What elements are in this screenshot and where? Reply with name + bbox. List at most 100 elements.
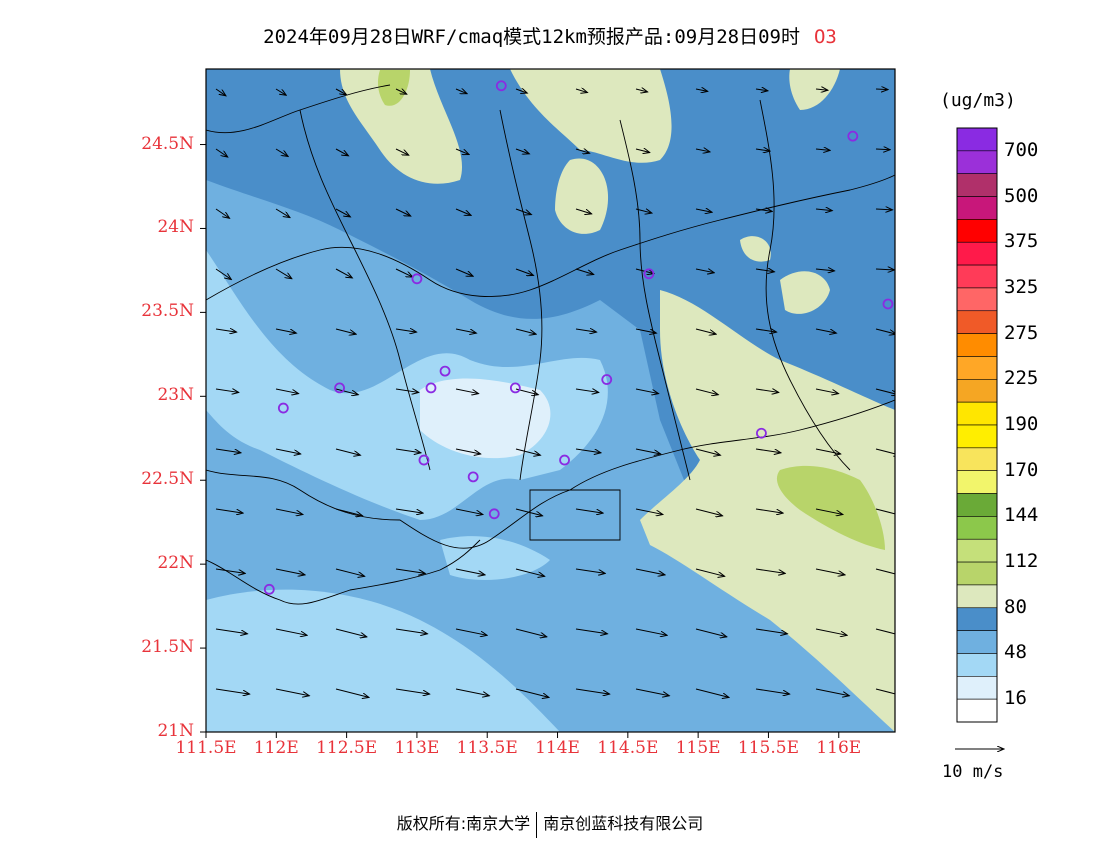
colorbar-segment (956, 241, 998, 266)
wind-arrow (695, 149, 710, 152)
field-80-112-c (555, 158, 609, 234)
wind-arrow (875, 568, 895, 575)
wind-arrow (815, 149, 830, 150)
wind-arrow (755, 688, 790, 694)
station-marker (847, 130, 859, 142)
wind-arrow (215, 508, 243, 513)
station-marker (418, 454, 430, 466)
colorbar-segment (956, 424, 998, 449)
wind-arrow (275, 148, 288, 156)
wind-arrow (575, 448, 601, 453)
wind-arrow (575, 628, 607, 634)
colorbar-level: 190 (1004, 413, 1039, 435)
station-marker (425, 382, 437, 394)
wind-arrow (875, 328, 895, 334)
station-marker (509, 382, 521, 394)
copyright-footer: 版权所有:南京大学 南京创蓝科技有限公司 (0, 810, 1100, 838)
station-marker (411, 273, 423, 285)
wind-arrow (875, 448, 895, 455)
colorbar-segment (956, 356, 998, 380)
colorbar-segment (956, 561, 998, 586)
wind-arrow (575, 89, 587, 93)
wind-arrow (695, 568, 725, 576)
wind-arrow (395, 148, 409, 155)
wind-arrow (755, 269, 774, 272)
colorbar-segment (956, 264, 998, 289)
wind-arrow (695, 209, 712, 212)
wind-arrow (695, 328, 716, 334)
lon-label: 112E (253, 738, 299, 758)
wind-arrow (215, 688, 250, 694)
wind-arrow (515, 148, 529, 154)
wind-arrow (395, 448, 421, 453)
wind-arrow (335, 688, 369, 697)
wind-arrow (635, 568, 665, 575)
wind-arrow (335, 628, 367, 637)
wind-arrow (755, 209, 772, 211)
field-16-48-b (206, 589, 560, 732)
footer-right: 南京创蓝科技有限公司 (543, 814, 704, 833)
wind-arrow (875, 269, 895, 270)
monitoring-stations (263, 80, 894, 595)
colorbar-level: 112 (1004, 550, 1039, 573)
colorbar-segment (956, 538, 998, 563)
wind-arrow (395, 568, 425, 573)
title-text: 2024年09月28日WRF/cmaq模式12km预报产品:09月28日09时 (263, 26, 800, 48)
wind-arrow (275, 208, 290, 218)
colorbar-segment (956, 584, 998, 609)
colorbar-segment (956, 310, 998, 334)
field-16-48-c (440, 536, 550, 580)
wind-arrow (635, 328, 656, 333)
wind-arrow (515, 628, 547, 637)
wind-arrow (875, 89, 888, 90)
wind-arrow (575, 508, 603, 513)
wind-arrow (575, 149, 590, 153)
wind-arrow (755, 448, 781, 453)
wind-arrow (575, 208, 592, 214)
wind-arrow (815, 508, 843, 514)
colorbar-segment (956, 630, 998, 654)
wind-arrow (275, 568, 305, 575)
wind-arrow (455, 448, 481, 454)
wind-arrow (635, 209, 652, 213)
wind-arrow (755, 89, 768, 91)
field-80-112-f (740, 236, 771, 262)
colorbar-level: 16 (1004, 687, 1027, 710)
wind-arrow (575, 268, 594, 274)
map-title: 2024年09月28日WRF/cmaq模式12km预报产品:09月28日09时 O… (0, 22, 1100, 49)
wind-arrow (455, 148, 469, 155)
wind-arrow (335, 388, 358, 395)
colorbar-outline (956, 127, 998, 723)
boundary-line (759, 99, 851, 471)
wind-arrow (275, 628, 307, 635)
lat-label: 22N (157, 553, 194, 574)
wind-arrow (575, 329, 597, 332)
colorbar-segment (956, 653, 998, 677)
wind-arrow (455, 508, 483, 514)
wind-arrow (275, 328, 296, 333)
colorbar-level: 225 (1004, 367, 1039, 390)
wind-reference-label: 10 m/s (942, 762, 1004, 782)
wind-arrow (755, 149, 770, 151)
colorbar-segment (956, 493, 998, 517)
lon-label: 114.5E (597, 738, 659, 758)
station-marker (488, 508, 500, 520)
wind-arrow (815, 628, 847, 635)
boundary-line (299, 109, 431, 471)
wind-arrow (395, 89, 407, 94)
lon-label: 114E (535, 738, 580, 758)
colorbar-segment (956, 287, 998, 312)
wind-arrow (515, 208, 531, 215)
wind-arrow (635, 89, 648, 92)
lon-label: 115E (675, 738, 721, 758)
wind-arrow (695, 269, 714, 273)
wind-arrow (335, 328, 356, 334)
colorbar-level: 700 (1004, 138, 1039, 161)
lat-label: 21.5N (141, 637, 194, 658)
boundary-line (529, 489, 621, 541)
wind-arrow (695, 508, 723, 516)
wind-arrow (755, 329, 777, 332)
axis-ticks (200, 144, 840, 738)
wind-arrow (815, 688, 849, 696)
